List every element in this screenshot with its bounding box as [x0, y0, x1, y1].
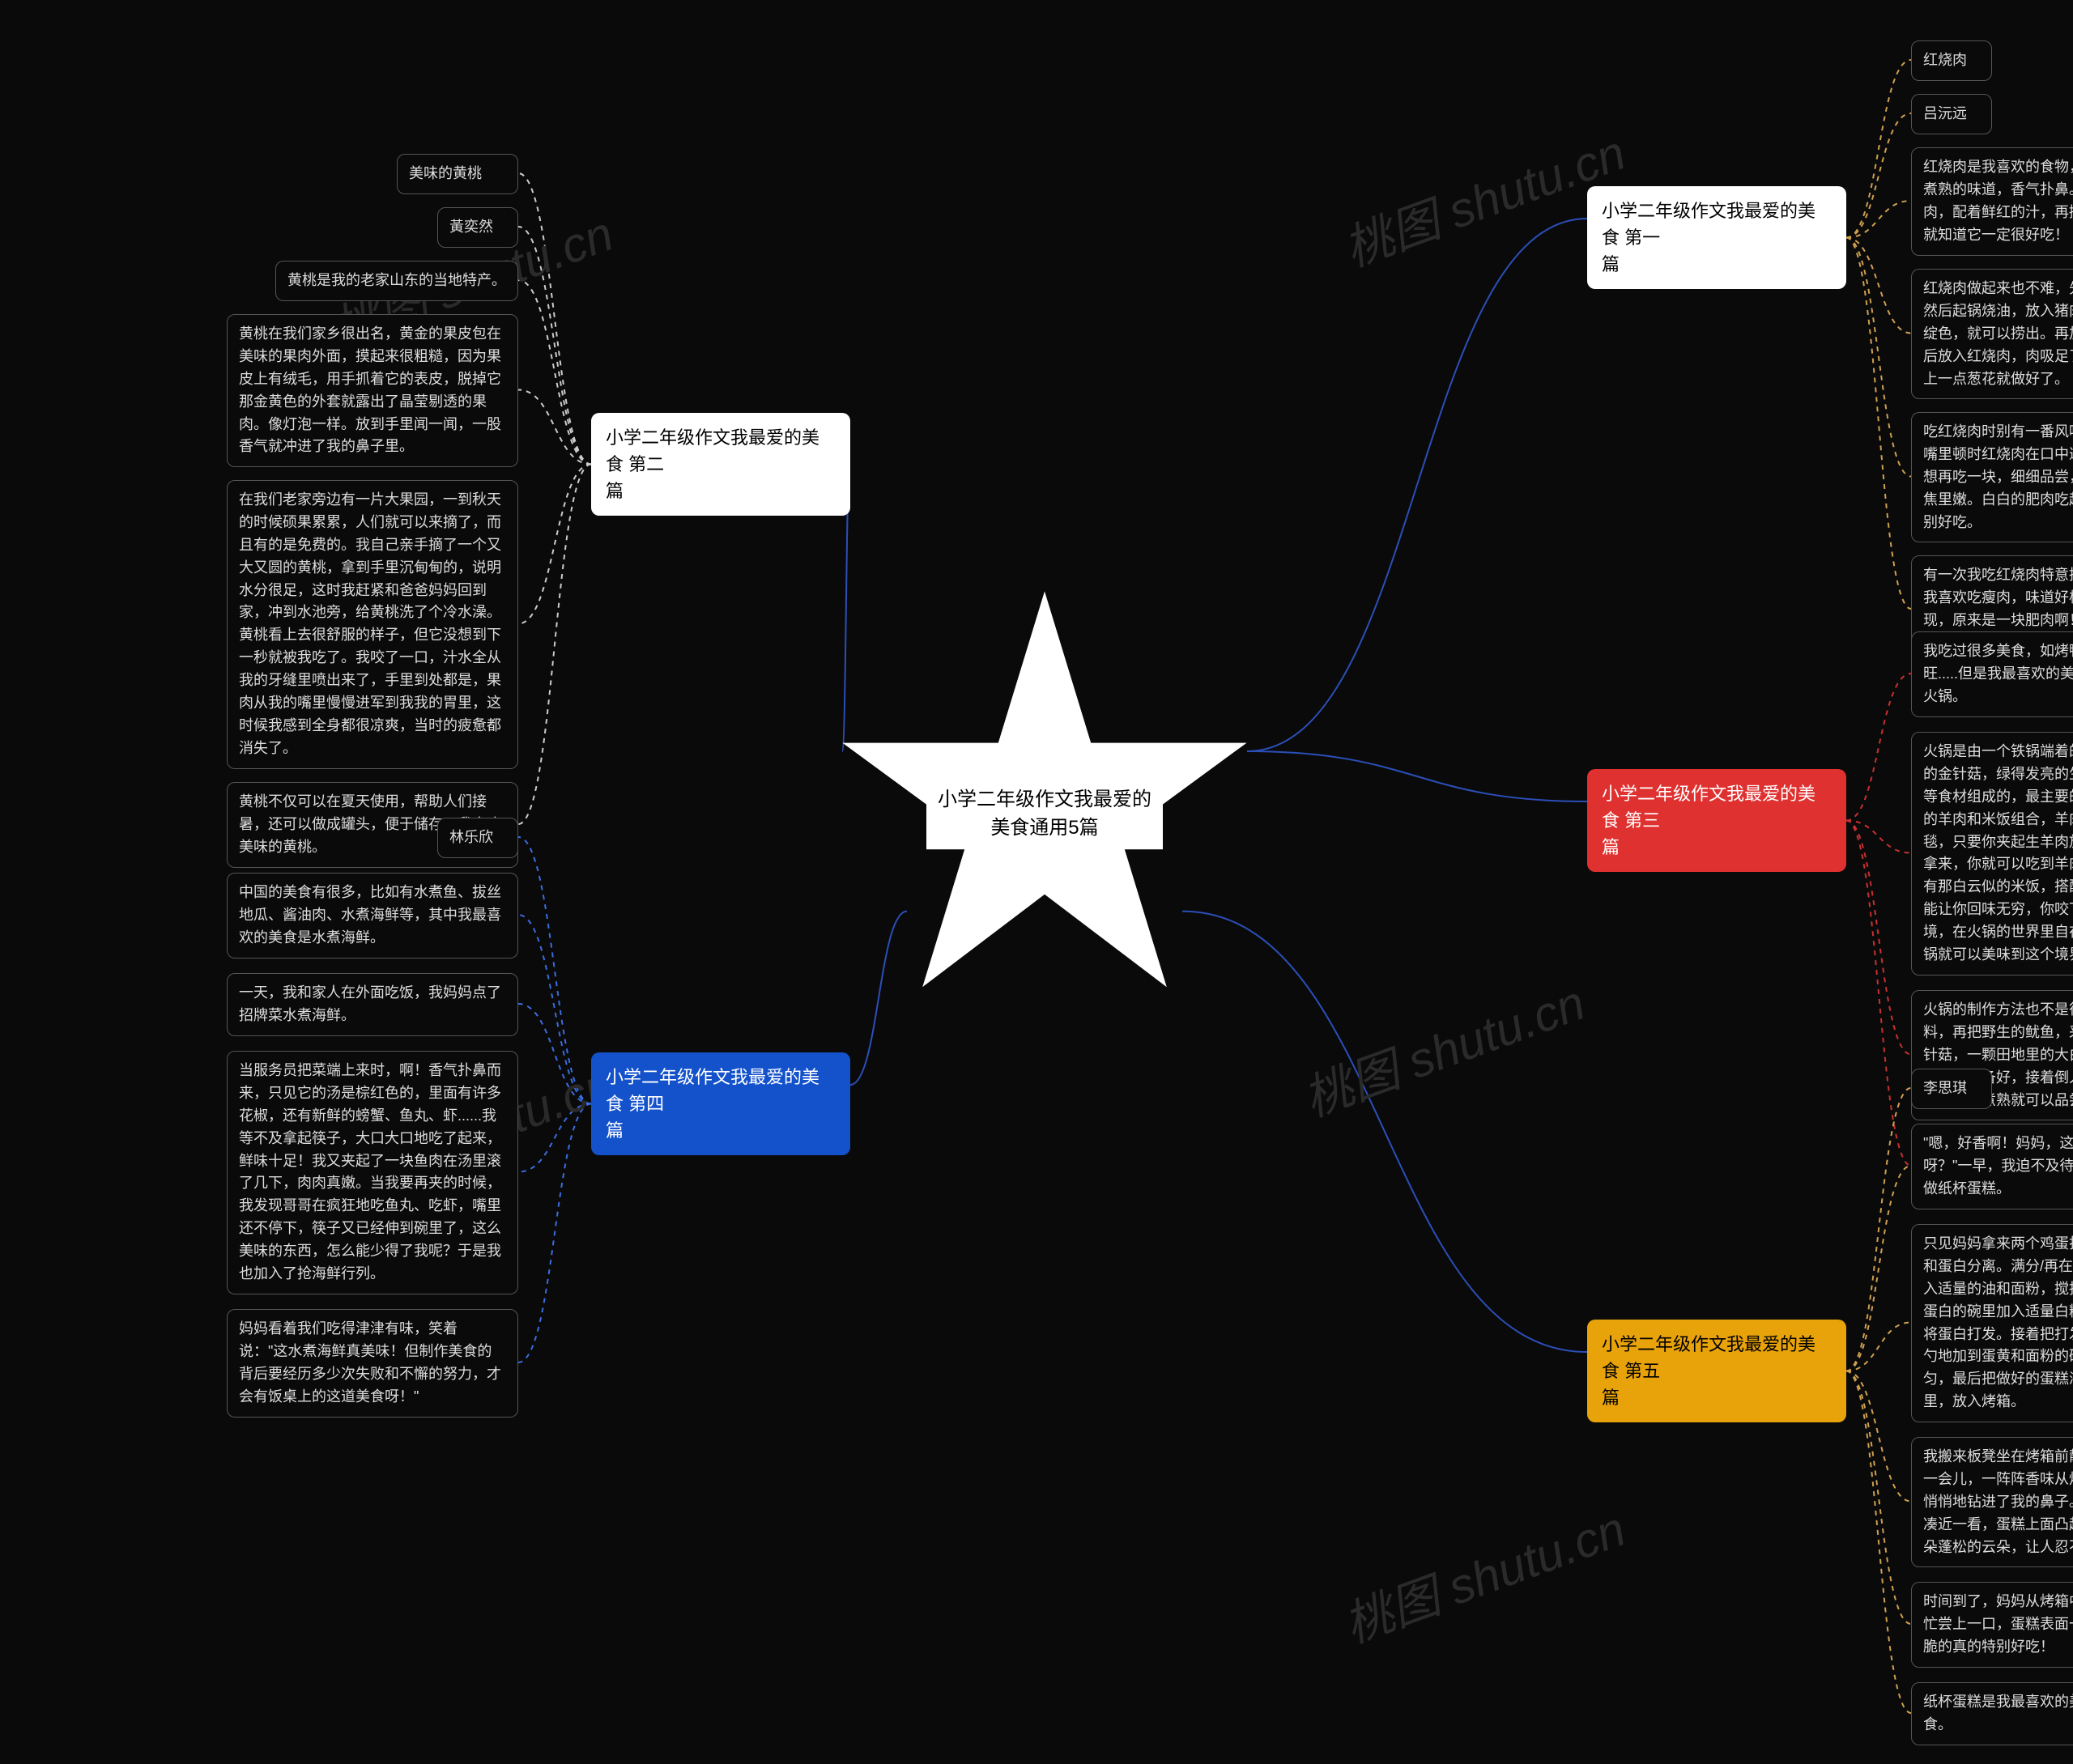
leaf-t2-3[interactable]: 黄桃在我们家乡很出名，黄金的果皮包在美味的果肉外面，摸起来很粗糙，因为果皮上有绒…: [227, 314, 518, 467]
leaf-t1-2[interactable]: 红烧肉是我喜欢的食物，红烧肉红红的，煮熟的味道，香气扑鼻。我看着酒红色的肉，配着…: [1911, 147, 2073, 256]
leaf-t1-3[interactable]: 红烧肉做起来也不难，先把肉切成块儿，然后起锅烧油，放入猪肉块，等肉块变成绽色，就…: [1911, 269, 2073, 399]
leaf-t5-3[interactable]: 我搬来板凳坐在烤箱前静静地等着，过了一会儿，一阵阵香味从烤箱里飘出来，它悄悄地钻…: [1911, 1437, 2073, 1567]
center-star: 小学二年级作文我最爱的 美食通用5篇: [834, 583, 1255, 1004]
mindmap-canvas: 小学二年级作文我最爱的 美食通用5篇 桃图 shutu.cn 桃图 shutu.c…: [0, 0, 2073, 1764]
leaf-t2-4[interactable]: 在我们老家旁边有一片大果园，一到秋天的时候硕果累累，人们就可以来摘了，而且有的是…: [227, 480, 518, 769]
leaf-t5-0[interactable]: 李思琪: [1911, 1069, 1992, 1109]
topic-t5[interactable]: 小学二年级作文我最爱的美食 第五 篇: [1587, 1320, 1846, 1422]
leaf-t4-1[interactable]: 中国的美食有很多，比如有水煮鱼、拔丝地瓜、酱油肉、水煮海鲜等，其中我最喜欢的美食…: [227, 873, 518, 959]
leaf-t4-2[interactable]: 一天，我和家人在外面吃饭，我妈妈点了招牌菜水煮海鲜。: [227, 973, 518, 1036]
watermark: 桃图 shutu.cn: [1333, 1490, 1633, 1656]
leaf-t1-0[interactable]: 红烧肉: [1911, 40, 1992, 81]
topic-t4[interactable]: 小学二年级作文我最爱的美食 第四 篇: [591, 1052, 850, 1155]
leaf-t1-4[interactable]: 吃红烧肉时别有一番风味，拿起一块放进嘴里顿时红烧肉在口中邀游吃完一块你还想再吃一…: [1911, 412, 2073, 542]
center-title: 小学二年级作文我最爱的 美食通用5篇: [926, 780, 1163, 849]
topic-t2[interactable]: 小学二年级作文我最爱的美食 第二 篇: [591, 413, 850, 516]
leaf-t3-0[interactable]: 我吃过很多美食，如烤鸭、饺子、毛血旺.....但是我最喜欢的美食是回味无穷的火锅…: [1911, 631, 2073, 717]
watermark: 桃图 shutu.cn: [1292, 963, 1593, 1130]
topic-t1[interactable]: 小学二年级作文我最爱的美食 第一 篇: [1587, 186, 1846, 289]
leaf-t1-1[interactable]: 吕沅远: [1911, 94, 1992, 134]
leaf-t2-1[interactable]: 黃奕然: [437, 207, 518, 248]
leaf-t5-2[interactable]: 只见妈妈拿来两个鸡蛋打入碗中，将蛋黄和蛋白分离。满分/再在放着蛋黄的碗里加入适量…: [1911, 1224, 2073, 1422]
leaf-t2-0[interactable]: 美味的黄桃: [397, 154, 518, 194]
leaf-t4-4[interactable]: 妈妈看着我们吃得津津有味，笑着说："这水煮海鲜真美味！但制作美食的背后要经历多少…: [227, 1309, 518, 1418]
leaf-t4-3[interactable]: 当服务员把菜端上来时，啊！香气扑鼻而来，只见它的汤是棕红色的，里面有许多花椒，还…: [227, 1051, 518, 1294]
leaf-t5-5[interactable]: 纸杯蛋糕是我最喜欢的美食。: [1911, 1682, 2073, 1745]
topic-t3[interactable]: 小学二年级作文我最爱的美食 第三 篇: [1587, 769, 1846, 872]
leaf-t5-1[interactable]: "嗯，好香啊！妈妈，这纸杯蛋糕怎么做呀？"一早，我迫不及待地拉着妈妈一起做纸杯蛋…: [1911, 1124, 2073, 1209]
leaf-t4-0[interactable]: 林乐欣: [437, 818, 518, 858]
leaf-t5-4[interactable]: 时间到了，妈妈从烤箱中拿出蛋糕，我连忙尝上一口，蛋糕表面一层金黄的皮，脆脆的真的…: [1911, 1582, 2073, 1668]
leaf-t2-2[interactable]: 黄桃是我的老家山东的当地特产。: [275, 261, 518, 301]
leaf-t3-1[interactable]: 火锅是由一个铁锅端着的，它里面有白色的金针菇，绿得发亮的生菜，细长的丝瓜等食材组…: [1911, 732, 2073, 976]
